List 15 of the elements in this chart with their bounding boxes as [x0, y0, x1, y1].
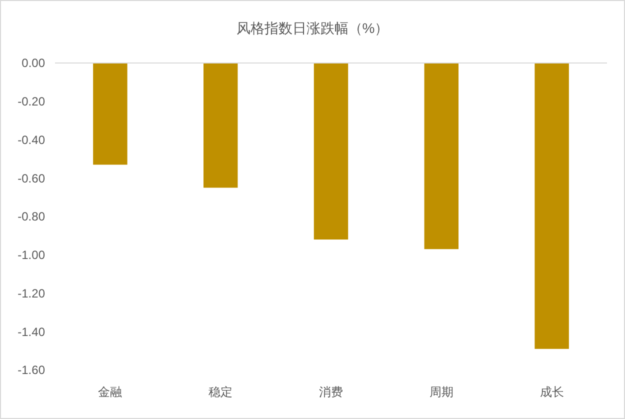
x-tick-label: 周期	[429, 385, 454, 399]
y-tick-label: -0.40	[18, 132, 46, 147]
y-tick-label: 0.00	[22, 56, 46, 70]
chart-title: 风格指数日涨跌幅（%）	[236, 20, 389, 36]
y-tick-label: -0.60	[18, 171, 46, 186]
y-tick-label: -0.20	[18, 94, 46, 109]
y-tick-label: -0.80	[18, 210, 46, 224]
x-tick-label: 消费	[319, 385, 343, 399]
x-tick-label: 金融	[98, 385, 122, 399]
y-tick-label: -1.60	[18, 363, 46, 378]
y-tick-label: -1.20	[18, 286, 46, 300]
y-tick-label: -1.00	[18, 248, 46, 262]
x-tick-label: 成长	[540, 385, 564, 399]
x-tick-label: 稳定	[208, 385, 233, 399]
y-tick-label: -1.40	[18, 324, 46, 339]
